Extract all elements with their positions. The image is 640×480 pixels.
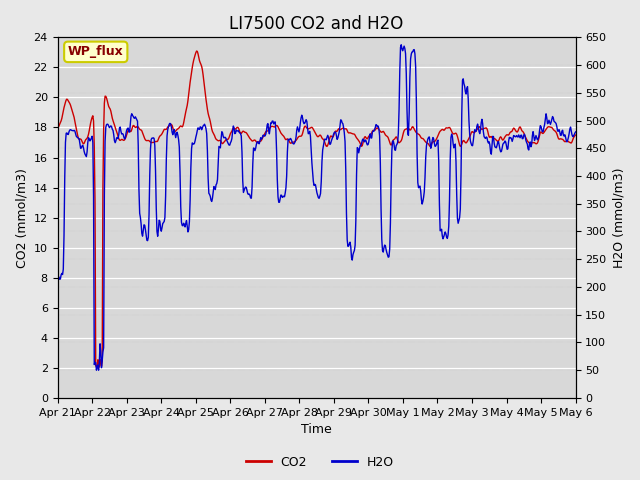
Y-axis label: CO2 (mmol/m3): CO2 (mmol/m3)	[15, 168, 28, 267]
Legend: CO2, H2O: CO2, H2O	[241, 451, 399, 474]
X-axis label: Time: Time	[301, 423, 332, 436]
Title: LI7500 CO2 and H2O: LI7500 CO2 and H2O	[229, 15, 404, 33]
Y-axis label: H2O (mmol/m3): H2O (mmol/m3)	[612, 168, 625, 268]
Text: WP_flux: WP_flux	[68, 46, 124, 59]
